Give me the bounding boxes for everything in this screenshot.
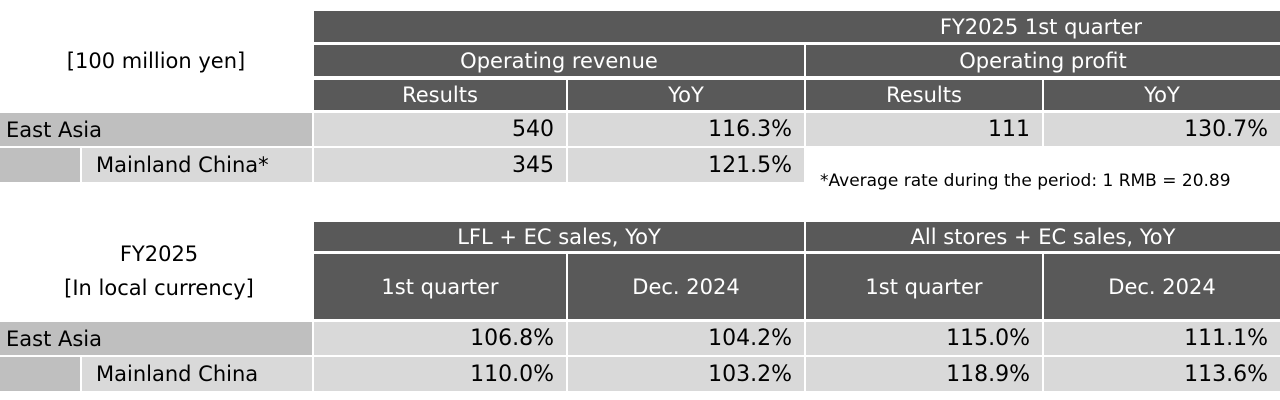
- table1-cell: 116.3%: [568, 113, 804, 146]
- table1-cell: 345: [314, 148, 566, 182]
- table2-subheader-q1-lfl: 1st quarter: [314, 254, 566, 319]
- table2-cell: 104.2%: [568, 322, 804, 355]
- table2-row-indent: [0, 357, 80, 391]
- table1-footnote: *Average rate during the period: 1 RMB =…: [820, 171, 1231, 191]
- table2-title-line2: [In local currency]: [64, 276, 254, 300]
- table1-subheader-results-profit: Results: [806, 80, 1042, 110]
- table2-cell: 115.0%: [806, 322, 1042, 355]
- table1-cell: 121.5%: [568, 148, 804, 182]
- table1-subheader-results-revenue: Results: [314, 80, 566, 110]
- table2-cell: 111.1%: [1044, 322, 1280, 355]
- table1-subheader-yoy-profit: YoY: [1044, 80, 1280, 110]
- table1-row-label-east-asia: East Asia: [0, 113, 312, 146]
- table2-cell: 110.0%: [314, 357, 566, 391]
- table2-subheader-dec-all: Dec. 2024: [1044, 254, 1280, 319]
- table2-title-line1: FY2025: [119, 242, 199, 266]
- table1-period-header: FY2025 1st quarter: [314, 11, 1280, 42]
- table1-row-indent: [0, 148, 80, 182]
- table1-cell: 540: [314, 113, 566, 146]
- table1-header-operating-profit: Operating profit: [806, 45, 1280, 76]
- table1-row-label-mainland-china: Mainland China*: [82, 148, 312, 182]
- table2-row-label-mainland-china: Mainland China: [82, 357, 312, 391]
- table2-cell: 113.6%: [1044, 357, 1280, 391]
- table1-subheader-yoy-revenue: YoY: [568, 80, 804, 110]
- table1-cell: 111: [806, 113, 1042, 146]
- table2-cell: 103.2%: [568, 357, 804, 391]
- table2-cell: 106.8%: [314, 322, 566, 355]
- table1-cell: 130.7%: [1044, 113, 1280, 146]
- table2-subheader-dec-lfl: Dec. 2024: [568, 254, 804, 319]
- table1-unit-label: [100 million yen]: [66, 49, 246, 73]
- table1-header-operating-revenue: Operating revenue: [314, 45, 804, 76]
- table2-subheader-q1-all: 1st quarter: [806, 254, 1042, 319]
- table2-row-label-east-asia: East Asia: [0, 322, 312, 355]
- table2-cell: 118.9%: [806, 357, 1042, 391]
- table2-title: FY2025 [In local currency]: [0, 236, 318, 306]
- table2-header-all-stores: All stores + EC sales, YoY: [806, 222, 1280, 251]
- table2-header-lfl: LFL + EC sales, YoY: [314, 222, 804, 251]
